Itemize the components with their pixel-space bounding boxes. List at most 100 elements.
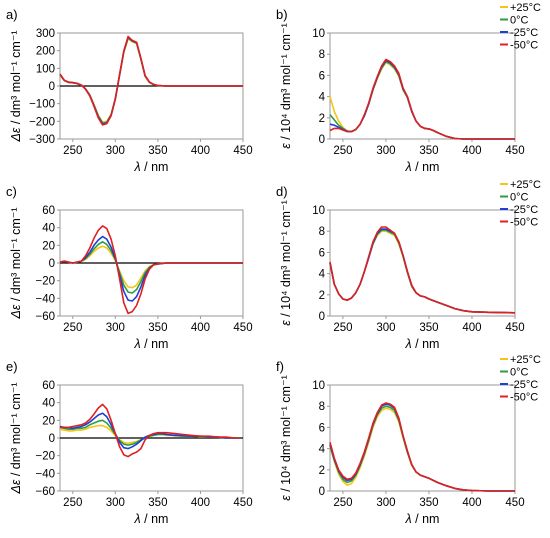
series-line-3 [329, 403, 515, 492]
y-axis-label: ε / 10⁴ dm³ mol⁻¹ cm⁻¹ [279, 200, 293, 325]
x-tick-label: 250 [63, 497, 82, 509]
series-line-1 [59, 37, 243, 123]
legend-label: 0°C [510, 192, 529, 204]
y-axis-label: Δε / dm³ mol⁻¹ cm⁻¹ [9, 207, 23, 319]
x-tick-label: 450 [233, 322, 252, 334]
series-line-4 [329, 402, 515, 492]
y-tick-label: 4 [319, 92, 326, 104]
y-tick-label: 6 [319, 247, 325, 259]
y-tick-label: 0 [49, 433, 55, 445]
x-tick-label: 450 [233, 145, 252, 157]
y-tick-label: 0 [319, 486, 325, 498]
legend-label: +25°C [510, 2, 541, 14]
y-tick-label: 2 [319, 290, 325, 302]
x-tick-label: 400 [462, 145, 481, 157]
x-tick-label: 400 [191, 497, 210, 509]
y-tick-label: 40 [42, 398, 55, 410]
y-tick-label: 8 [319, 401, 325, 413]
y-tick-label: 6 [319, 70, 325, 82]
x-tick-label: 350 [419, 497, 438, 509]
legend-label: -25°C [510, 204, 538, 216]
chart-panel-1: −300 −200 −100 0 100 200 300 250 300 350 400 450 a) λ… [6, 7, 253, 174]
series-line-1 [329, 407, 515, 492]
x-axis-label: λ / nm [405, 337, 440, 351]
x-tick-label: 300 [106, 497, 125, 509]
y-tick-label: −20 [35, 451, 55, 463]
panel-label: d) [276, 184, 288, 199]
y-tick-label: 0 [49, 258, 55, 270]
series-line-1 [59, 424, 239, 445]
y-axis-label: Δε / dm³ mol⁻¹ cm⁻¹ [9, 30, 23, 142]
panel-label: b) [276, 7, 288, 22]
x-tick-label: 300 [106, 322, 125, 334]
series-line-4 [59, 35, 243, 126]
y-tick-label: 0 [49, 81, 55, 93]
x-tick-label: 250 [333, 497, 352, 509]
x-tick-label: 350 [419, 322, 438, 334]
legend-label: -50°C [510, 392, 538, 404]
plot-area-frame [329, 32, 516, 140]
x-tick-label: 400 [191, 145, 210, 157]
panel-label: a) [6, 7, 18, 22]
x-axis-label: λ / nm [405, 512, 440, 526]
y-tick-label: 0 [319, 311, 325, 323]
x-tick-label: 400 [191, 322, 210, 334]
y-axis-label: ε / 10⁴ dm³ mol⁻¹ cm⁻¹ [279, 375, 293, 500]
y-tick-label: 20 [42, 240, 55, 252]
x-tick-label: 250 [333, 145, 352, 157]
x-tick-label: 450 [505, 145, 524, 157]
y-tick-label: 4 [319, 444, 326, 456]
x-tick-label: 300 [376, 322, 395, 334]
chart-panel-2: 0 2 4 6 8 10 250 300 350 400 450 b) λ / nm ε / 10⁴ dm… [276, 2, 541, 174]
legend-label: 0°C [510, 15, 529, 27]
y-tick-label: 8 [319, 226, 325, 238]
x-tick-label: 300 [376, 145, 395, 157]
x-axis-label: λ / nm [405, 160, 440, 174]
x-tick-label: 450 [233, 497, 252, 509]
legend-label: +25°C [510, 179, 541, 191]
series-line-2 [329, 229, 516, 314]
x-tick-label: 350 [419, 145, 438, 157]
series-line-2 [59, 37, 243, 124]
series-line-3 [59, 412, 239, 450]
panel-label: c) [6, 184, 17, 199]
x-tick-label: 350 [148, 322, 167, 334]
x-tick-label: 350 [148, 497, 167, 509]
legend-label: -50°C [510, 40, 538, 52]
x-tick-label: 350 [148, 145, 167, 157]
chart-panel-4: 0 2 4 6 8 10 250 300 350 400 450 d) λ / nm ε / 10⁴ dm… [276, 179, 541, 351]
y-axis-label: ε / 10⁴ dm³ mol⁻¹ cm⁻¹ [279, 23, 293, 148]
panel-label: f) [276, 359, 284, 374]
y-tick-label: 2 [319, 113, 325, 125]
y-tick-label: 60 [42, 380, 55, 392]
series-line-4 [329, 226, 516, 314]
x-tick-label: 300 [106, 145, 125, 157]
y-tick-label: 200 [36, 46, 55, 58]
x-axis-label: λ / nm [134, 512, 169, 526]
series-line-3 [329, 228, 516, 314]
y-tick-label: 6 [319, 422, 325, 434]
y-tick-label: 4 [319, 269, 326, 281]
series-line-4 [329, 58, 515, 140]
y-tick-label: 8 [319, 49, 325, 61]
series-line-4 [59, 225, 243, 315]
y-tick-label: 20 [42, 415, 55, 427]
x-axis-label: λ / nm [134, 160, 169, 174]
y-tick-label: 10 [312, 380, 325, 392]
series-line-3 [59, 235, 243, 302]
x-axis-label: λ / nm [134, 337, 169, 351]
chart-panel-6: 0 2 4 6 8 10 250 300 350 400 450 f) λ / nm ε / 10⁴ dm… [276, 354, 541, 526]
x-tick-label: 400 [462, 497, 481, 509]
y-tick-label: 60 [42, 205, 55, 217]
y-tick-label: 2 [319, 465, 325, 477]
plot-area-frame [329, 209, 516, 317]
y-tick-label: 300 [36, 28, 55, 40]
y-tick-label: −40 [35, 293, 55, 305]
legend-label: -25°C [510, 27, 538, 39]
y-tick-label: −100 [29, 99, 55, 111]
chart-panel-3: −60 −40 −20 0 20 40 60 250 300 350 400 450 c) λ / nm Δ… [6, 184, 253, 351]
y-tick-label: −300 [29, 134, 55, 146]
y-tick-label: 40 [42, 223, 55, 235]
series-line-1 [329, 230, 516, 314]
